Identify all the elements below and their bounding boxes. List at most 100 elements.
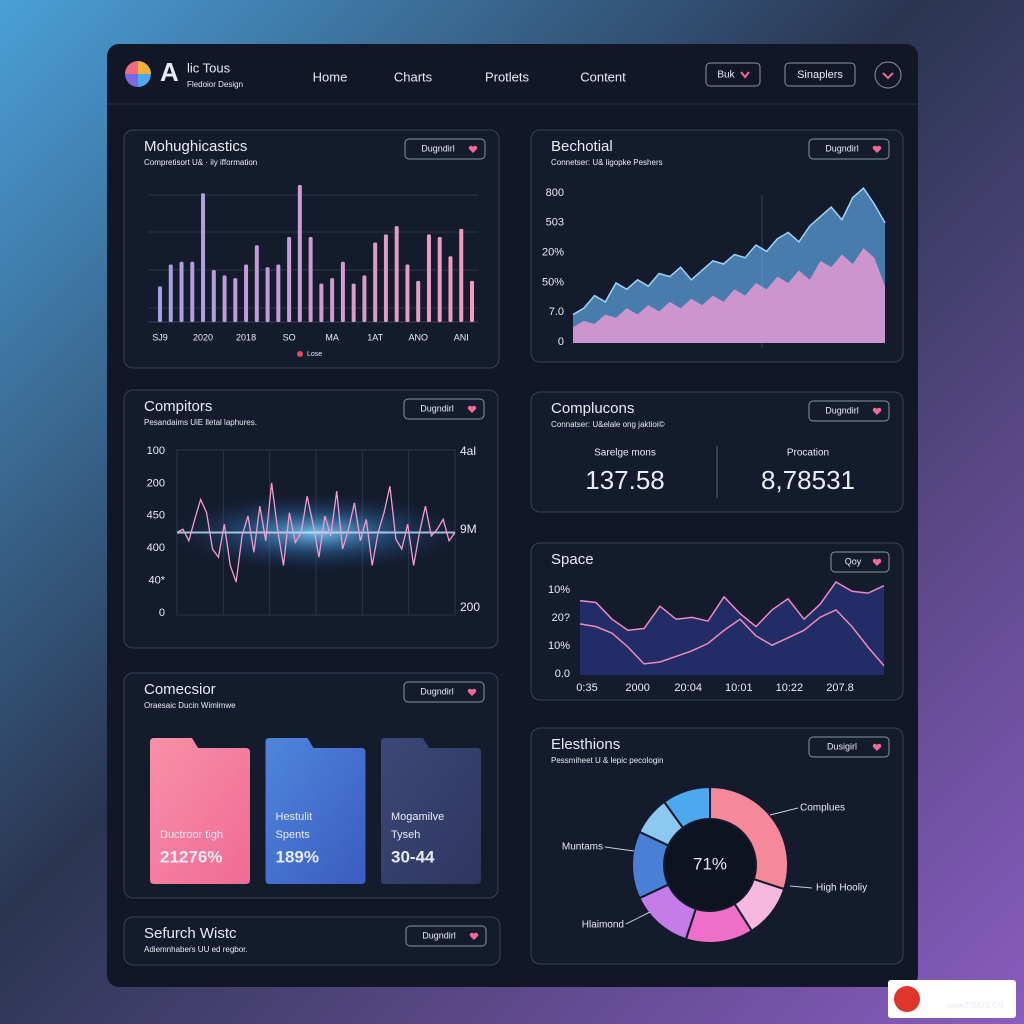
panel-subtitle: Compretisort U& · ily ifformation: [144, 158, 257, 167]
y-tick-label: 7.0: [549, 306, 564, 318]
nav-item[interactable]: Content: [580, 69, 626, 84]
button-label: Dugndirl: [420, 403, 454, 413]
y-tick-label: 50%: [542, 276, 564, 288]
nav-item[interactable]: Protlets: [485, 69, 530, 84]
y-tick-label: 10%: [548, 640, 570, 652]
header-button[interactable]: Sinaplers: [784, 62, 856, 87]
panel-title: Sefurch Wistc: [144, 925, 237, 942]
panel-button[interactable]: Dugndirl: [405, 925, 487, 947]
bar: [437, 237, 442, 322]
annotation: High Hooliy: [816, 883, 867, 894]
nav-item[interactable]: Charts: [394, 69, 433, 84]
bar: [373, 242, 378, 322]
button-frame: [403, 681, 485, 703]
panel-title: Space: [551, 551, 594, 568]
panel-button[interactable]: Qoy: [830, 551, 890, 573]
panel-title: Bechotial: [551, 138, 613, 155]
panel-button[interactable]: Dugndirl: [403, 681, 485, 703]
button-label: Dugndirl: [422, 930, 456, 940]
heart-icon: [469, 932, 479, 940]
panel-title: Mohughicastics: [144, 138, 247, 155]
donut-hole: [665, 820, 755, 910]
area: [580, 582, 884, 675]
card: [150, 738, 250, 884]
bar: [265, 267, 270, 322]
bar: [362, 275, 367, 322]
panel-button[interactable]: Dusigirl: [808, 736, 890, 758]
button-frame: [403, 398, 485, 420]
y-tick-label: 0.0: [555, 668, 570, 680]
x-tick-label: 2018: [236, 332, 256, 342]
panel-title: Elesthions: [551, 736, 620, 753]
button-frame: [808, 400, 890, 422]
card-label: Tyseh: [391, 829, 420, 841]
menu-button[interactable]: [874, 61, 902, 89]
x-tick-label: 10:01: [725, 682, 753, 694]
stat-label: Procation: [787, 448, 829, 459]
annotation: Muntams: [562, 842, 603, 853]
bar: [276, 264, 281, 322]
bar: [179, 261, 184, 322]
x-tick-label: 2000: [625, 682, 649, 694]
bar: [168, 264, 173, 322]
watermark-text: www.PBIDS.CN: [946, 1001, 1004, 1010]
y2-tick-label: 200: [460, 600, 480, 614]
panel-button[interactable]: Dugndirl: [404, 138, 486, 160]
annotation-arrow: [604, 846, 635, 852]
panel-title: Compitors: [144, 398, 212, 415]
bar: [405, 264, 410, 322]
x-tick-label: 0:35: [576, 682, 597, 694]
bar: [319, 283, 324, 322]
panel-button[interactable]: Dugndirl: [403, 398, 485, 420]
x-tick-label: ANO: [408, 332, 428, 342]
nav-item[interactable]: Home: [313, 69, 348, 84]
y-tick-label: 450: [147, 510, 165, 522]
button-label: Dugndirl: [421, 143, 455, 153]
card-label: Spents: [276, 829, 311, 841]
bar: [416, 280, 421, 322]
bar: [394, 226, 399, 322]
bar: [448, 256, 453, 322]
bar: [222, 275, 227, 322]
y-tick-label: 20%: [542, 247, 564, 259]
bar: [211, 269, 216, 322]
bar: [244, 264, 249, 322]
heart-icon: [467, 688, 477, 696]
x-tick-label: MA: [325, 332, 339, 342]
bar: [330, 278, 335, 322]
line: [572, 187, 886, 316]
logo: [125, 61, 151, 87]
legend-label: Lose: [307, 351, 322, 358]
button-label: Sinaplers: [797, 69, 843, 81]
y-tick-label: 10%: [548, 584, 570, 596]
bar: [351, 283, 356, 322]
card-value: 30-44: [391, 847, 435, 866]
y-tick-label: 20?: [552, 612, 570, 624]
panel-button[interactable]: Dugndirl: [808, 400, 890, 422]
brand-subtitle: Fledoior Design: [187, 80, 243, 89]
header-button[interactable]: Buk: [705, 62, 761, 87]
heart-icon: [872, 558, 882, 566]
bar: [383, 234, 388, 322]
bar: [190, 261, 195, 322]
bar: [287, 237, 292, 322]
button-frame: [405, 925, 487, 947]
x-tick-label: 10:22: [776, 682, 804, 694]
heart-icon: [467, 405, 477, 413]
x-tick-label: 207.8: [826, 682, 854, 694]
y-tick-label: 40*: [148, 575, 165, 587]
card-label: Hestulit: [276, 811, 313, 823]
panel-title: Comecsior: [144, 681, 216, 698]
y-tick-label: 200: [147, 477, 165, 489]
annotation: Hlaimond: [582, 920, 624, 931]
y2-tick-label: 4al: [460, 444, 476, 458]
x-tick-label: 20:04: [674, 682, 702, 694]
button-label: Qoy: [845, 556, 862, 566]
y-tick-label: 100: [147, 445, 165, 457]
x-tick-label: ANI: [454, 332, 469, 342]
panel-button[interactable]: Dugndirl: [808, 138, 890, 160]
stat-value: 8,78531: [761, 465, 855, 495]
card-label: Ductroor tigh: [160, 829, 223, 841]
line: [579, 608, 885, 667]
